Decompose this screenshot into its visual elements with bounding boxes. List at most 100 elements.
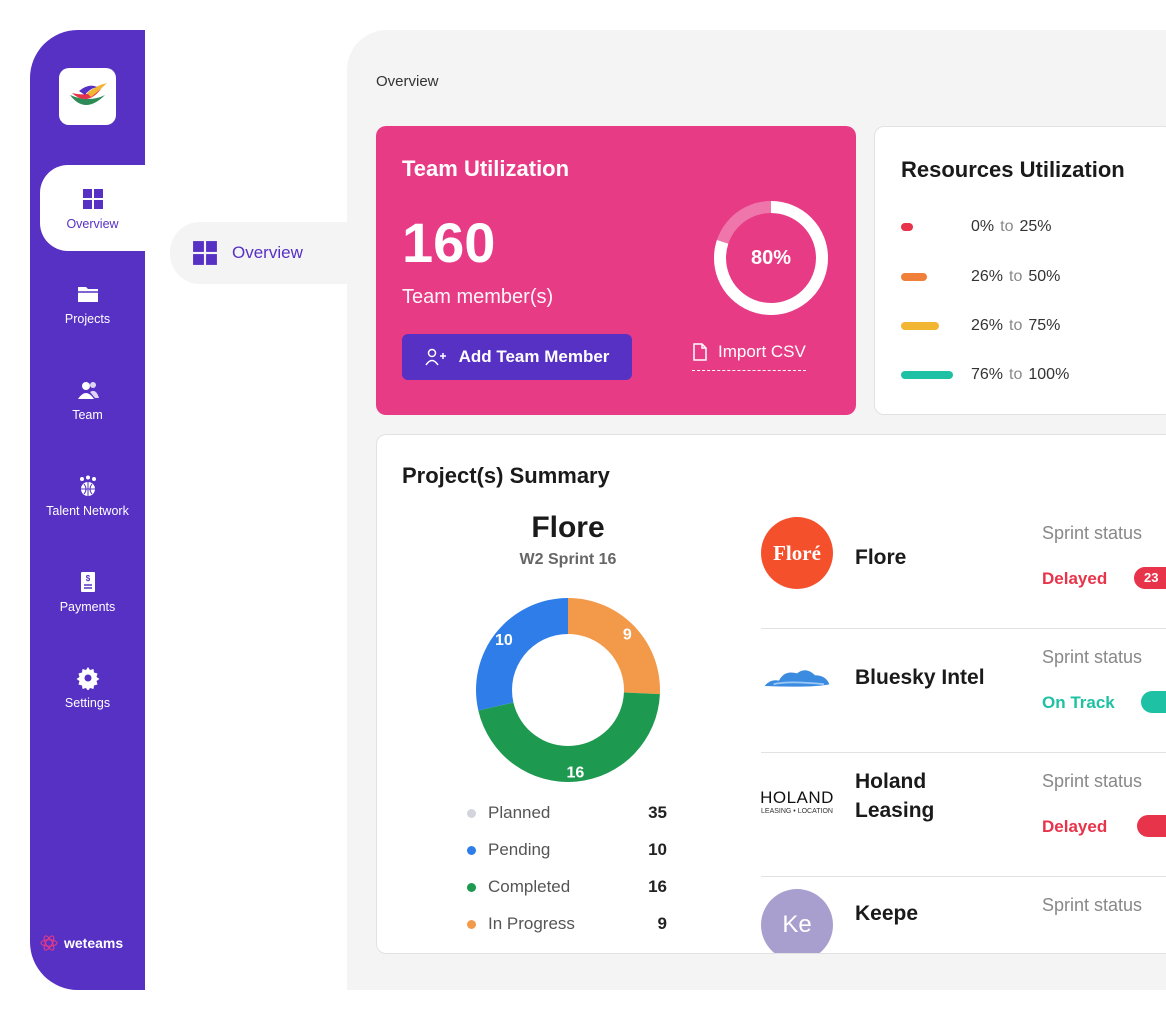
svg-text:$: $ [85, 574, 90, 583]
invoice-icon: $ [80, 572, 95, 592]
donut-segment[interactable] [568, 598, 660, 695]
nav-payments[interactable]: $ Payments [30, 570, 145, 614]
globe-people-icon [79, 475, 96, 496]
users-icon [77, 382, 99, 399]
add-team-member-button[interactable]: Add Team Member [402, 334, 632, 380]
nav-projects-label: Projects [64, 312, 111, 326]
resource-range-swatch [901, 322, 939, 330]
import-csv-link[interactable]: Import CSV [692, 342, 806, 371]
donut-segment[interactable] [478, 692, 660, 783]
resource-range-row: 26% to 50% [901, 268, 1060, 285]
nav-settings[interactable]: Settings [30, 666, 145, 710]
nav-settings-label: Settings [64, 696, 111, 710]
subnav-overview[interactable]: Overview [170, 222, 350, 284]
sprint-status-label: Sprint status [1042, 895, 1143, 915]
app-logo[interactable] [59, 68, 116, 125]
range-to-word: to [1000, 218, 1014, 235]
nav-projects[interactable]: Projects [30, 282, 145, 326]
summary-title: Project(s) Summary [402, 463, 610, 488]
brand-name: weteams [64, 935, 124, 951]
range-to: 25% [1019, 218, 1052, 235]
project-logo-text: Ke [782, 911, 812, 938]
legend-value: 35 [648, 803, 667, 822]
sprint-status-value: On Track [1042, 693, 1115, 712]
status-badge [1141, 691, 1166, 713]
nav-talent-network[interactable]: Talent Network [30, 474, 145, 518]
project-name: Flore [855, 546, 907, 569]
range-to-word: to [1009, 317, 1023, 334]
legend-value: 9 [657, 914, 667, 933]
bird-logo-icon [69, 82, 107, 105]
resource-range-swatch [901, 273, 927, 281]
project-row[interactable]: Bluesky Intel Sprint status On Track [761, 629, 1166, 753]
donut-segment-label: 16 [566, 765, 584, 782]
grid-icon [193, 241, 217, 265]
legend-label: Pending [488, 840, 551, 859]
team-count: 160 [402, 211, 496, 274]
donut-segment[interactable] [476, 598, 568, 711]
status-badge [1137, 815, 1166, 837]
subnav-label: Overview [232, 243, 303, 262]
resource-range-text: 26% to 50% [971, 268, 1060, 286]
legend-dot [467, 845, 476, 855]
legend-dot [467, 882, 476, 892]
resource-range-text: 76% to 100% [971, 366, 1069, 384]
sprint-status-label: Sprint status [1042, 523, 1143, 543]
breadcrumb: Overview [376, 73, 439, 90]
project-row[interactable]: Ke Keepe Sprint status [761, 877, 1166, 953]
sprint-donut-chart: 9 16 10 [476, 598, 660, 783]
legend-label: Completed [488, 877, 571, 896]
nav-team[interactable]: Team [30, 378, 145, 422]
sprint-status-value: Delayed [1042, 817, 1108, 836]
utilization-ring: 80% [714, 201, 828, 315]
file-icon [693, 343, 707, 361]
resource-range-text: 0% to 25% [971, 218, 1052, 236]
project-logo: HOLAND LEASING • LOCATION [760, 765, 834, 837]
folder-icon [77, 287, 98, 302]
nav-payments-label: Payments [59, 600, 116, 614]
sprint-status-label: Sprint status [1042, 647, 1143, 667]
project-logo-subtext: LEASING • LOCATION [761, 807, 833, 815]
sprint-status-value: Delayed [1042, 569, 1108, 588]
donut-segment-label: 10 [495, 632, 513, 649]
project-name: Bluesky Intel [855, 666, 985, 689]
resources-title: Resources Utilization [901, 157, 1125, 182]
sprint-status-label: Sprint status [1042, 771, 1143, 791]
add-user-icon [424, 348, 446, 366]
range-to-word: to [1009, 366, 1023, 383]
project-list: Floré Flore Sprint status Delayed 23 Bluesky … [760, 505, 1166, 953]
project-row[interactable]: Floré Flore Sprint status Delayed 23 [761, 505, 1166, 629]
resource-range-swatch [901, 371, 953, 379]
import-csv-label: Import CSV [718, 342, 806, 361]
range-to: 75% [1028, 317, 1061, 334]
project-logo-text: Floré [773, 540, 821, 565]
cloud-icon [764, 670, 830, 687]
range-from: 26% [971, 317, 1004, 334]
nav-overview-label: Overview [66, 217, 119, 231]
project-row[interactable]: HOLAND LEASING • LOCATION Holand Leasing Sp… [760, 753, 1166, 877]
nav-talent-network-label: Talent Network [46, 504, 129, 518]
brand: weteams [40, 934, 123, 952]
summary-legend-item: Completed 16 [467, 877, 667, 897]
project-logo-text: HOLAND [760, 787, 834, 807]
range-to: 50% [1028, 268, 1061, 285]
donut-segment-label: 9 [623, 626, 632, 643]
nav-overview[interactable]: Overview [40, 165, 145, 251]
team-count-label: Team member(s) [402, 286, 554, 308]
project-summary-card: Project(s) Summary Flore W2 Sprint 16 9 1… [376, 434, 1166, 954]
resource-range-row: 76% to 100% [901, 366, 1069, 383]
summary-legend-item: Planned 35 [467, 803, 667, 823]
sidebar: Overview Projects Team Talent Network $ … [30, 30, 145, 990]
legend-value: 10 [648, 840, 667, 859]
summary-legend-item: In Progress 9 [467, 914, 667, 934]
team-utilization-card: Team Utilization 160 Team member(s) 80% … [376, 126, 856, 415]
gear-icon [76, 667, 99, 690]
legend-value: 16 [648, 877, 667, 896]
team-card-title: Team Utilization [402, 156, 570, 181]
project-logo: Ke [761, 889, 833, 953]
project-logo: Floré [761, 517, 833, 589]
grid-icon [82, 189, 103, 209]
legend-label: In Progress [488, 914, 575, 933]
status-badge: 23 [1134, 567, 1166, 589]
selected-project-sprint: W2 Sprint 16 [519, 551, 617, 568]
